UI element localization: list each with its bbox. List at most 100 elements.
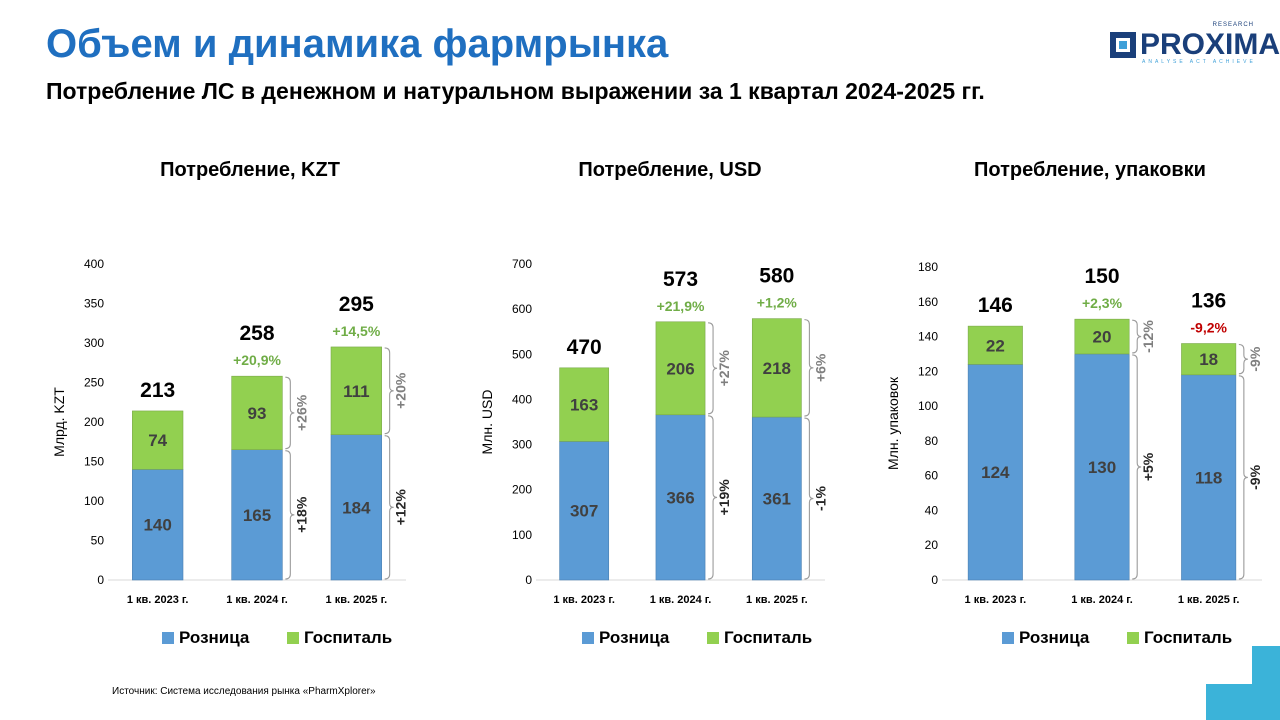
- data-label-hospital: 206: [666, 359, 694, 378]
- hospital-growth-label: +6%: [812, 353, 828, 382]
- retail-growth-bracket: [804, 417, 814, 580]
- retail-growth-label: -9%: [1247, 464, 1263, 489]
- total-label: 146: [978, 294, 1013, 317]
- data-label-retail: 165: [243, 506, 271, 525]
- bar-hospital: [655, 321, 706, 416]
- hospital-growth-bracket: [804, 319, 814, 417]
- page-subtitle: Потребление ЛС в денежном и натуральном …: [46, 78, 985, 104]
- x-tick-label: 1 кв. 2023 г.: [965, 594, 1027, 606]
- data-label-retail: 140: [143, 516, 171, 535]
- y-tick-label: 700: [512, 257, 532, 271]
- data-label-retail: 130: [1088, 458, 1116, 477]
- legend-label-retail: Розница: [1019, 628, 1090, 647]
- x-tick-label: 1 кв. 2024 г.: [226, 594, 288, 606]
- growth-label: -9,2%: [1190, 320, 1227, 336]
- y-tick-label: 160: [918, 295, 938, 309]
- y-tick-label: 400: [512, 392, 532, 406]
- hospital-growth-label: -9%: [1247, 346, 1263, 371]
- y-tick-label: 0: [97, 573, 104, 587]
- total-label: 136: [1191, 290, 1226, 313]
- data-label-hospital: 93: [248, 404, 267, 423]
- logo-research-text: RESEARCH: [1212, 22, 1254, 28]
- chart-title: Потребление, KZT: [160, 159, 340, 181]
- chart-svg: Потребление, упаковки Млн. упаковок 0 20 40 6…: [885, 159, 1263, 647]
- corner-decoration: [1252, 646, 1280, 684]
- hospital-growth-bracket: [285, 376, 295, 450]
- bar-retail: [967, 364, 1023, 581]
- growth-label: +1,2%: [757, 295, 798, 311]
- legend-label-retail: Розница: [179, 628, 250, 647]
- legend-label-hospital: Госпиталь: [304, 628, 392, 647]
- data-label-hospital: 18: [1199, 350, 1218, 369]
- data-label-hospital: 163: [570, 396, 598, 415]
- x-tick-label: 1 кв. 2025 г.: [746, 594, 808, 606]
- hospital-growth-label: +27%: [716, 350, 732, 387]
- growth-label: +21,9%: [657, 298, 705, 314]
- bar-retail: [330, 434, 382, 581]
- legend-label-hospital: Госпиталь: [1144, 628, 1232, 647]
- legend-swatch-retail: [162, 632, 174, 644]
- data-label-retail: 307: [570, 502, 598, 521]
- bar-retail: [751, 416, 802, 581]
- hospital-growth-label: +26%: [293, 394, 309, 431]
- data-label-hospital: 20: [1093, 328, 1112, 347]
- y-tick-label: 80: [925, 434, 939, 448]
- hospital-growth-label: +20%: [393, 372, 409, 409]
- retail-growth-label: +19%: [716, 479, 732, 516]
- retail-growth-label: +12%: [393, 489, 409, 526]
- retail-growth-bracket: [708, 415, 718, 580]
- total-label: 470: [567, 336, 602, 359]
- legend-label-retail: Розница: [599, 628, 670, 647]
- total-label: 213: [140, 379, 175, 402]
- page-title: Объем и динамика фармрынка: [46, 22, 669, 66]
- chart-title: Потребление, USD: [578, 159, 761, 181]
- y-axis-label: Млн. упаковок: [885, 376, 901, 470]
- chart-svg: Потребление, KZT Млрд. KZT 0 50 100 150 200 250…: [51, 159, 409, 647]
- retail-growth-label: -1%: [812, 486, 828, 511]
- corner-decoration: [1206, 684, 1280, 720]
- data-label-hospital: 218: [763, 359, 791, 378]
- bar-hospital: [967, 325, 1023, 365]
- legend-swatch-retail: [582, 632, 594, 644]
- y-tick-label: 600: [512, 302, 532, 316]
- bar-retail: [559, 441, 610, 581]
- hospital-growth-bracket: [384, 347, 394, 435]
- chart-svg: Потребление, USD Млн. USD 0 100 200 300 400 500…: [479, 159, 828, 647]
- y-tick-label: 250: [84, 376, 104, 390]
- bar-hospital: [1181, 343, 1237, 376]
- y-tick-label: 100: [512, 528, 532, 542]
- bar-hospital: [1074, 318, 1130, 355]
- x-tick-label: 1 кв. 2025 г.: [326, 594, 388, 606]
- proxima-logo: PROXIMA RESEARCH ANALYSE ACT ACHIEVE: [1108, 22, 1280, 66]
- y-tick-label: 20: [925, 538, 939, 552]
- growth-label: +20,9%: [233, 352, 281, 368]
- y-tick-label: 300: [84, 336, 104, 350]
- hospital-growth-bracket: [708, 322, 718, 415]
- data-label-hospital: 74: [148, 431, 167, 450]
- chart-kzt: Потребление, KZT Млрд. KZT 0 50 100 150 200 250…: [40, 150, 440, 670]
- total-label: 295: [339, 293, 374, 316]
- legend-swatch-hospital: [287, 632, 299, 644]
- bar-retail: [132, 469, 184, 581]
- y-tick-label: 100: [84, 494, 104, 508]
- hospital-growth-bracket: [1132, 319, 1142, 354]
- logo-tagline: ANALYSE ACT ACHIEVE: [1142, 59, 1256, 65]
- y-tick-label: 300: [512, 438, 532, 452]
- bar-hospital: [559, 367, 610, 442]
- data-label-hospital: 22: [986, 336, 1005, 355]
- legend-swatch-retail: [1002, 632, 1014, 644]
- y-tick-label: 140: [918, 330, 938, 344]
- bar-retail: [655, 414, 706, 581]
- bar-hospital: [751, 318, 802, 418]
- data-label-retail: 118: [1195, 468, 1222, 487]
- y-tick-label: 50: [91, 534, 105, 548]
- x-tick-label: 1 кв. 2023 г.: [553, 594, 615, 606]
- source-note: Источник: Система исследования рынка «Ph…: [112, 686, 376, 697]
- y-tick-label: 200: [84, 415, 104, 429]
- data-label-retail: 184: [342, 498, 371, 517]
- y-tick-label: 0: [525, 573, 532, 587]
- x-tick-label: 1 кв. 2024 г.: [1071, 594, 1133, 606]
- hospital-growth-label: -12%: [1140, 320, 1156, 353]
- x-tick-label: 1 кв. 2024 г.: [650, 594, 712, 606]
- bar-retail: [231, 449, 283, 581]
